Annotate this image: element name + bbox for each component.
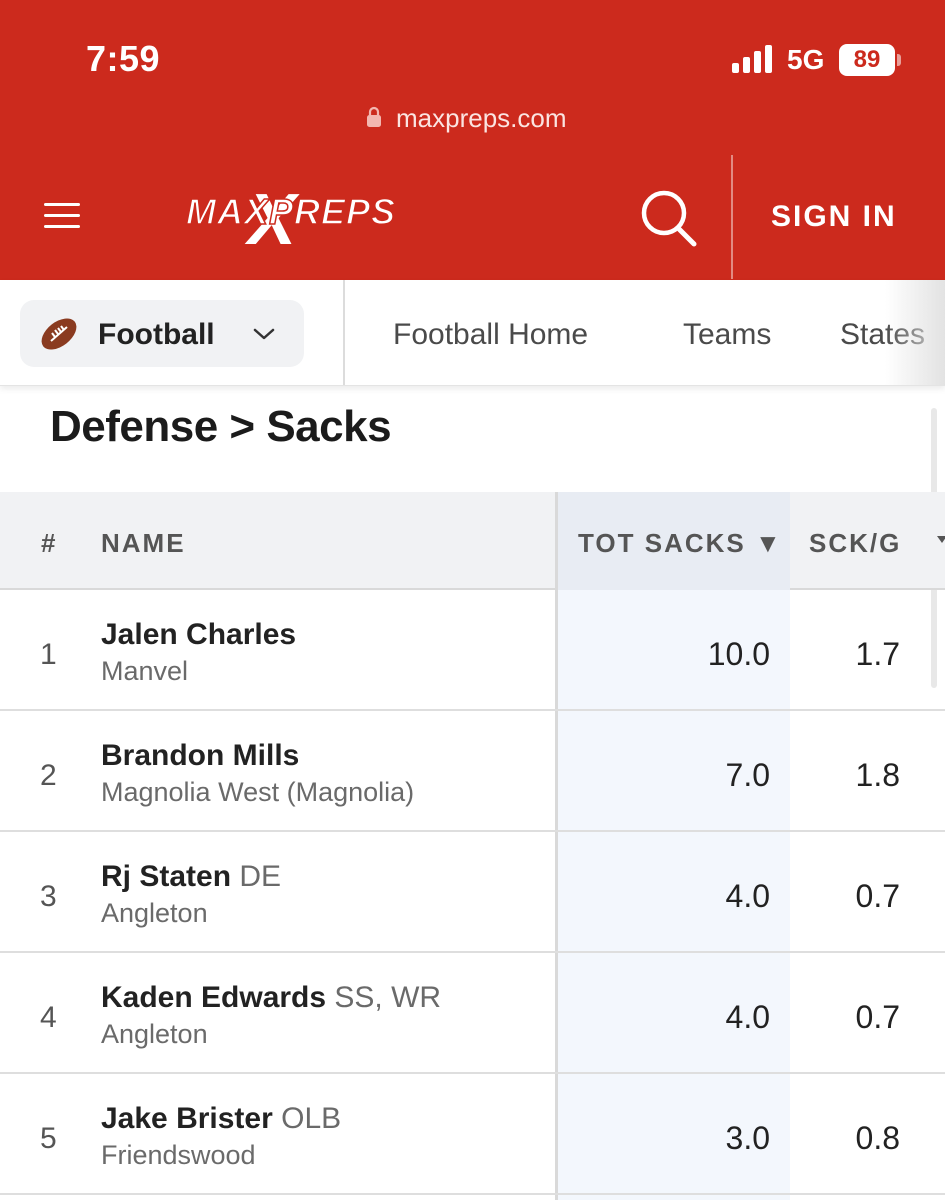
sport-subnav: Football Football Home Teams States <box>0 280 945 386</box>
battery-tip <box>897 54 901 66</box>
row-rank: 1 <box>40 638 57 671</box>
player-name[interactable]: Kaden Edwards SS, WR <box>101 981 441 1015</box>
sticky-column-divider <box>555 492 558 1200</box>
sorted-column-highlight <box>558 590 790 1200</box>
nav-link-teams[interactable]: Teams <box>683 318 772 351</box>
row-rank: 3 <box>40 880 57 913</box>
sort-descending-icon: ▼ <box>755 528 783 558</box>
network-type: 5G <box>787 44 825 75</box>
lock-icon <box>367 106 381 127</box>
player-name[interactable]: Jake Brister OLB <box>101 1102 341 1136</box>
sport-selector-label: Football <box>98 318 215 351</box>
column-header-tot-sacks-label: TOT SACKS <box>578 528 746 558</box>
player-position: SS, WR <box>334 981 442 1014</box>
header-divider <box>731 155 733 279</box>
football-icon <box>41 318 77 350</box>
maxpreps-logo[interactable]: X MAXPREPS <box>180 178 420 250</box>
column-header-tot-sacks[interactable]: TOT SACKS ▼ <box>578 528 783 559</box>
sport-selector[interactable]: Football <box>20 300 304 367</box>
player-name-text: Brandon Mills <box>101 739 300 772</box>
sck-per-game-value: 0.7 <box>855 878 900 914</box>
row-rank: 2 <box>40 759 57 792</box>
battery-icon: 89 <box>839 44 895 76</box>
tot-sacks-value: 7.0 <box>725 757 770 793</box>
sorted-column-header-bg <box>558 492 790 590</box>
player-name[interactable]: Jalen Charles <box>101 618 296 652</box>
nav-link-football-home[interactable]: Football Home <box>393 318 589 351</box>
table-row[interactable]: 5 Jake Brister OLB Friendswood 3.0 0.8 <box>0 1074 945 1195</box>
sign-in-button[interactable]: SIGN IN <box>771 200 897 233</box>
sck-per-game-value: 0.8 <box>855 1120 900 1156</box>
partial-sort-icon <box>937 536 945 543</box>
player-name[interactable]: Rj Staten DE <box>101 860 281 894</box>
player-school: Friendswood <box>101 1140 256 1170</box>
tot-sacks-value: 3.0 <box>725 1120 770 1156</box>
page-title: Defense > Sacks <box>50 402 392 451</box>
tot-sacks-value: 4.0 <box>725 878 770 914</box>
player-school: Manvel <box>101 656 189 686</box>
column-header-rank: # <box>41 528 58 558</box>
player-position: DE <box>239 860 282 893</box>
table-header: # NAME TOT SACKS ▼ SCK/G <box>0 492 945 590</box>
player-school: Magnolia West (Magnolia) <box>101 777 415 807</box>
player-name-text: Rj Staten <box>101 860 232 893</box>
address-bar-url[interactable]: maxpreps.com <box>396 103 567 133</box>
top-header: 7:59 5G 89 maxpreps.com X MAXPREPS SIGN … <box>0 0 945 280</box>
hamburger-menu-icon[interactable] <box>44 200 82 232</box>
player-name-text: Kaden Edwards <box>101 981 327 1014</box>
table-row[interactable]: 3 Rj Staten DE Angleton 4.0 0.7 <box>0 832 945 953</box>
sck-per-game-value: 0.7 <box>855 999 900 1035</box>
table-row[interactable]: 1 Jalen Charles Manvel 10.0 1.7 <box>0 590 945 711</box>
cellular-signal-icon <box>732 45 772 73</box>
column-header-sck-per-game[interactable]: SCK/G <box>809 528 902 558</box>
logo-text: MAXPREPS <box>186 191 396 232</box>
player-position: OLB <box>281 1102 342 1135</box>
player-school: Angleton <box>101 898 208 928</box>
scroll-fade <box>885 280 945 385</box>
status-time: 7:59 <box>86 38 161 79</box>
player-school: Angleton <box>101 1019 208 1049</box>
svg-text:X: X <box>244 180 300 250</box>
table-row[interactable]: 2 Brandon Mills Magnolia West (Magnolia)… <box>0 711 945 832</box>
sck-per-game-value: 1.7 <box>855 636 900 672</box>
tot-sacks-value: 10.0 <box>707 636 770 672</box>
player-name-text: Jalen Charles <box>101 618 297 651</box>
stats-table: # NAME TOT SACKS ▼ SCK/G 1 Jalen Charles… <box>0 492 945 1200</box>
search-icon[interactable] <box>638 188 700 248</box>
row-rank: 5 <box>40 1122 57 1155</box>
row-rank: 4 <box>40 1001 57 1034</box>
sck-per-game-value: 1.8 <box>855 757 900 793</box>
player-name-text: Jake Brister <box>101 1102 273 1135</box>
column-header-name[interactable]: NAME <box>101 528 186 558</box>
chevron-down-icon <box>253 328 275 340</box>
player-name[interactable]: Brandon Mills <box>101 739 299 773</box>
table-row[interactable]: 4 Kaden Edwards SS, WR Angleton 4.0 0.7 <box>0 953 945 1074</box>
subnav-divider <box>343 280 345 385</box>
tot-sacks-value: 4.0 <box>725 999 770 1035</box>
